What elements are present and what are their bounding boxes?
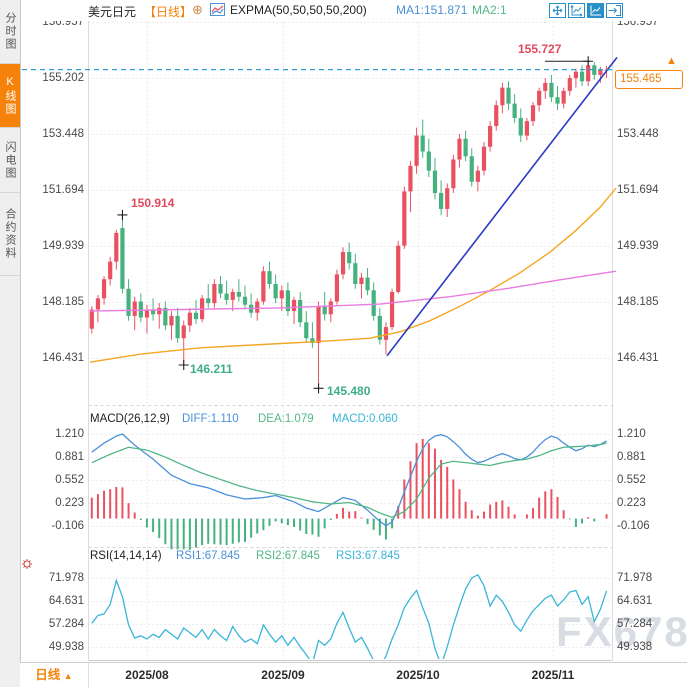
symbol-title: 美元日元 [88,5,137,19]
x-axis-date: 2025/09 [261,668,305,682]
period-tag: 【日线】 [144,5,193,19]
macd-title: MACD(26,12,9) [90,413,170,425]
axis-label: 146.431 [42,352,84,364]
axis-label: -0.106 [51,520,84,532]
axis-label: 71.978 [617,572,653,584]
sidebar: 分时图 K线图 闪电图 合约资料 [0,0,21,687]
fit-axis-icon[interactable] [568,3,585,18]
axis-label: 64.631 [617,595,653,607]
axis-label: 0.223 [617,497,646,509]
swing-low-annotation: 146.211 [190,362,233,376]
axis-label: 149.939 [42,240,84,252]
ma2-value: MA2:1 [472,3,507,17]
axis-label: 0.881 [55,451,84,463]
axis-label: 0.552 [617,474,646,486]
axis-label: 146.431 [617,352,659,364]
x-axis-date: 2025/11 [531,668,575,682]
scale-axis-icon[interactable] [587,3,604,18]
period-selector-label: 日线 [35,668,61,682]
ma1-value: MA1:151.871 [396,3,468,17]
rsi3-value: RSI3:67.845 [336,550,400,562]
axis-label: 153.448 [617,128,659,140]
axis-label: 151.694 [42,184,84,196]
macd-hist-value: MACD:0.060 [332,413,398,425]
axis-label: 149.939 [617,240,659,252]
axis-label: 0.223 [55,497,84,509]
chevron-up-icon: ▲ [63,671,73,681]
axis-label: 57.284 [48,618,84,630]
axis-label: 155.202 [42,72,84,84]
swing-low-annotation: 145.480 [327,384,371,398]
price-up-arrow-icon: ▲ [666,55,677,67]
axis-label: 1.210 [617,428,646,440]
axis-label: 0.552 [55,474,84,486]
sidebar-item-contract-info[interactable]: 合约资料 [0,193,20,276]
watermark: FX678 [556,608,687,655]
add-indicator-icon[interactable]: ⊕ [192,2,203,17]
bottom-bar: 日线 ▲ 2025/08 2025/09 2025/10 2025/11 [20,662,687,688]
axis-label: 148.185 [42,296,84,308]
rsi2-value: RSI2:67.845 [256,550,320,562]
sidebar-filler [0,276,20,687]
period-selector[interactable]: 日线 ▲ [20,663,89,688]
swing-high-annotation: 155.727 [518,42,562,56]
chart-header: 美元日元 【日线】 ⊕ EXPMA(50,50,50,50,200) MA1:1… [20,0,687,21]
rsi-title: RSI(14,14,14) [90,550,162,562]
axis-label: 49.938 [617,641,653,653]
move-crosshair-icon[interactable] [549,3,566,18]
x-axis-date: 2025/08 [125,668,169,682]
axis-label: 148.185 [617,296,659,308]
rsi1-value: RSI1:67.845 [176,550,240,562]
sidebar-item-time-chart[interactable]: 分时图 [0,0,20,64]
macd-diff-value: DIFF:1.110 [182,413,239,425]
axis-label: 64.631 [48,595,84,607]
axis-label: 153.448 [42,128,84,140]
pan-right-icon[interactable] [606,3,623,18]
sidebar-item-kline-chart[interactable]: K线图 [0,64,20,128]
axis-label: 57.284 [617,618,653,630]
current-price-badge: 155.465 [615,70,683,89]
axis-label: 0.881 [617,451,646,463]
x-axis-date: 2025/10 [396,668,440,682]
axis-label: -0.106 [617,520,650,532]
axis-label: 71.978 [48,572,84,584]
macd-dea-value: DEA:1.079 [258,413,314,425]
sidebar-item-flash-chart[interactable]: 闪电图 [0,128,20,193]
mini-chart-icon[interactable] [210,3,225,19]
axis-label: 1.210 [55,428,84,440]
swing-high-annotation: 150.914 [131,196,175,210]
axis-label: 49.938 [48,641,84,653]
axis-label: 151.694 [617,184,659,196]
indicator-label: EXPMA(50,50,50,50,200) [230,3,367,17]
